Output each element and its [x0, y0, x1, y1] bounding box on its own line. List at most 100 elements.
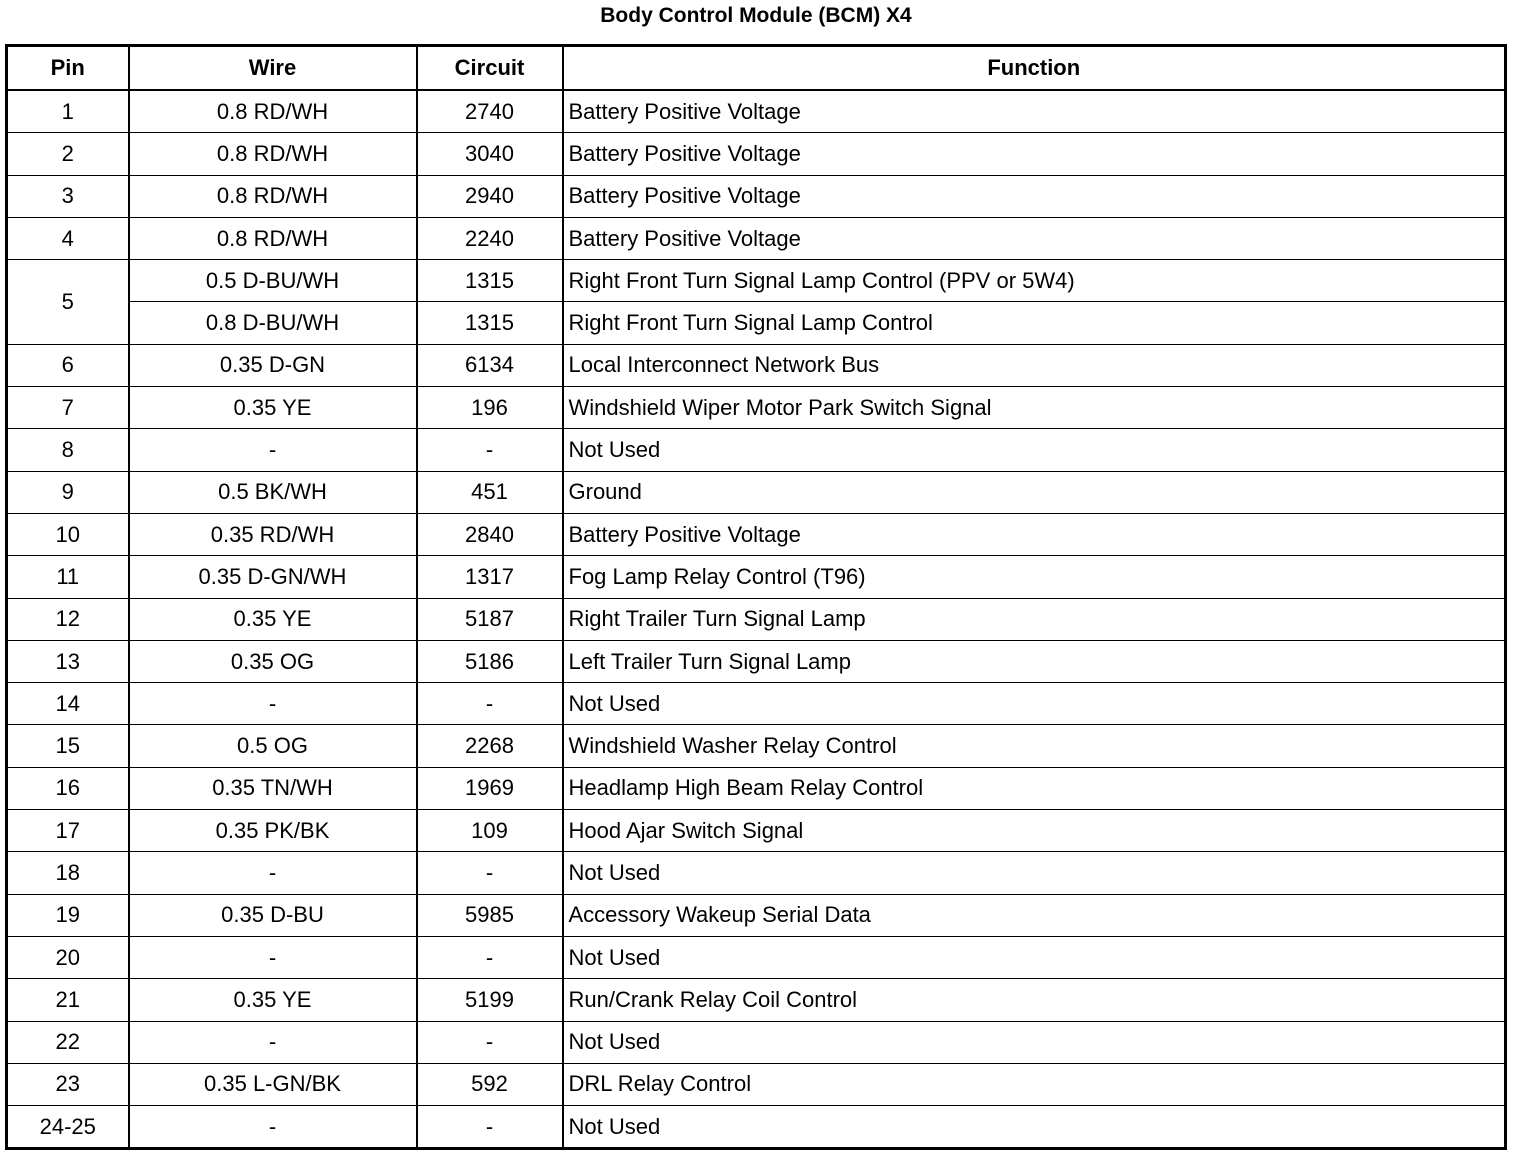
- table-row: 3 0.8 RD/WH 2940 Battery Positive Voltage: [5, 174, 1507, 218]
- wire-cell: 0.35 RD/WH: [127, 512, 418, 557]
- circuit-cell: -: [415, 682, 564, 726]
- wire-cell: 0.35 D-GN/WH: [127, 555, 418, 599]
- function-cell: Right Front Turn Signal Lamp Control: [561, 301, 1507, 345]
- table-row: 20- - Not Used: [5, 935, 1507, 980]
- table-row: 9 0.5 BK/WH 451 Ground: [5, 470, 1507, 514]
- wire-cell: 0.35 YE: [127, 386, 418, 430]
- function-cell: Battery Positive Voltage: [561, 216, 1507, 261]
- pin-cell: 14: [5, 682, 130, 726]
- function-cell: Not Used: [561, 428, 1507, 472]
- pin-cell: 7: [5, 386, 130, 430]
- pin-cell: 23: [5, 1062, 130, 1107]
- circuit-cell: 5985: [415, 893, 564, 937]
- wire-cell: 0.35 TN/WH: [127, 766, 418, 811]
- function-cell: Battery Positive Voltage: [561, 89, 1507, 134]
- circuit-cell: 196: [415, 386, 564, 430]
- header-circuit: Circuit: [415, 45, 564, 91]
- pin-cell: 16: [5, 766, 130, 811]
- function-cell: Accessory Wakeup Serial Data: [561, 893, 1507, 937]
- page-title: Body Control Module (BCM) X4: [600, 4, 912, 27]
- header-wire: Wire: [127, 45, 418, 91]
- wire-cell: 0.8 RD/WH: [127, 132, 418, 176]
- header-function: Function: [561, 45, 1507, 91]
- wire-cell: 0.35 L-GN/BK: [127, 1062, 418, 1107]
- pin-cell: 20: [5, 935, 130, 980]
- pin-cell: 8: [5, 428, 130, 472]
- wire-cell: 0.35 YE: [127, 597, 418, 641]
- table-row: 11 0.35 D-GN/WH 1317 Fog Lamp Relay Control…: [5, 555, 1507, 599]
- wire-cell: 0.35 D-BU: [127, 893, 418, 937]
- table-row: 12 0.35 YE 5187 Right Trailer Turn Signal L…: [5, 597, 1507, 641]
- table-row: 21 0.35 YE 5199 Run/Crank Relay Coil Contro…: [5, 978, 1507, 1022]
- pin-cell: 18: [5, 851, 130, 895]
- wire-cell: -: [127, 851, 418, 895]
- circuit-cell: 1315: [415, 259, 564, 303]
- table-row: 6 0.35 D-GN 6134 Local Interconnect Network…: [5, 343, 1507, 388]
- circuit-cell: 5186: [415, 639, 564, 684]
- circuit-cell: 3040: [415, 132, 564, 176]
- function-cell: Headlamp High Beam Relay Control: [561, 766, 1507, 811]
- pin-cell: 19: [5, 893, 130, 937]
- circuit-cell: 2940: [415, 174, 564, 218]
- circuit-cell: 451: [415, 470, 564, 514]
- circuit-cell: -: [415, 1020, 564, 1064]
- pin-cell: 21: [5, 978, 130, 1022]
- function-cell: Right Front Turn Signal Lamp Control (PP…: [561, 259, 1507, 303]
- circuit-cell: 592: [415, 1062, 564, 1107]
- pin-cell: 10: [5, 512, 130, 557]
- function-cell: Hood Ajar Switch Signal: [561, 809, 1507, 853]
- table-row: 19 0.35 D-BU 5985 Accessory Wakeup Serial D…: [5, 893, 1507, 937]
- function-cell: Right Trailer Turn Signal Lamp: [561, 597, 1507, 641]
- function-cell: Not Used: [561, 1020, 1507, 1064]
- function-cell: Battery Positive Voltage: [561, 174, 1507, 218]
- pin-cell: 11: [5, 555, 130, 599]
- circuit-cell: 2840: [415, 512, 564, 557]
- circuit-cell: -: [415, 935, 564, 980]
- circuit-cell: 2268: [415, 724, 564, 768]
- table-row: 5 0.5 D-BU/WH 1315 Right Front Turn Signal …: [5, 259, 1507, 345]
- function-cell: Not Used: [561, 935, 1507, 980]
- function-cell: DRL Relay Control: [561, 1062, 1507, 1107]
- function-cell: Not Used: [561, 682, 1507, 726]
- table-row: 8- - Not Used: [5, 428, 1507, 472]
- table-row: 17 0.35 PK/BK 109 Hood Ajar Switch Signal: [5, 809, 1507, 853]
- table-row: 13 0.35 OG 5186 Left Trailer Turn Signal La…: [5, 639, 1507, 684]
- table-row: 0.8 D-BU/WH 1315 Right Front Turn Signal L…: [7, 301, 1507, 345]
- pin-cell: 24-25: [5, 1105, 130, 1150]
- wire-cell: 0.35 YE: [127, 978, 418, 1022]
- wire-cell: -: [127, 682, 418, 726]
- wire-cell: -: [127, 1105, 418, 1150]
- table-row: 7 0.35 YE 196 Windshield Wiper Motor Park S…: [5, 386, 1507, 430]
- wire-cell: 0.35 D-GN: [127, 343, 418, 388]
- function-cell: Battery Positive Voltage: [561, 512, 1507, 557]
- circuit-cell: -: [415, 1105, 564, 1150]
- function-cell: Windshield Washer Relay Control: [561, 724, 1507, 768]
- function-cell: Not Used: [561, 851, 1507, 895]
- pin-cell: 22: [5, 1020, 130, 1064]
- wire-cell: 0.35 PK/BK: [127, 809, 418, 853]
- circuit-cell: 109: [415, 809, 564, 853]
- wire-cell: 0.8 RD/WH: [127, 216, 418, 261]
- function-cell: Run/Crank Relay Coil Control: [561, 978, 1507, 1022]
- pin-cell: 9: [5, 470, 130, 514]
- pin-cell: 12: [5, 597, 130, 641]
- header-pin: Pin: [5, 45, 130, 91]
- pin-cell: 15: [5, 724, 130, 768]
- table-row: 15 0.5 OG 2268 Windshield Washer Relay Cont…: [5, 724, 1507, 768]
- circuit-cell: -: [415, 428, 564, 472]
- pin-cell: 6: [5, 343, 130, 388]
- wire-cell: 0.5 BK/WH: [127, 470, 418, 514]
- table-row: 1 0.8 RD/WH 2740 Battery Positive Voltage: [5, 89, 1507, 134]
- circuit-cell: -: [415, 851, 564, 895]
- table-row: 18- - Not Used: [5, 851, 1507, 895]
- pin-cell: 1: [5, 89, 130, 134]
- function-cell: Left Trailer Turn Signal Lamp: [561, 639, 1507, 684]
- pinout-table: Pin Wire Circuit Function 1 0.8 RD/WH 2740…: [5, 44, 1507, 1151]
- wire-cell: 0.5 OG: [127, 724, 418, 768]
- circuit-cell: 2740: [415, 89, 564, 134]
- wire-cell: -: [127, 1020, 418, 1064]
- circuit-cell: 5199: [415, 978, 564, 1022]
- wire-cell: -: [127, 935, 418, 980]
- pin-cell: 13: [5, 639, 130, 684]
- pin-cell: 2: [5, 132, 130, 176]
